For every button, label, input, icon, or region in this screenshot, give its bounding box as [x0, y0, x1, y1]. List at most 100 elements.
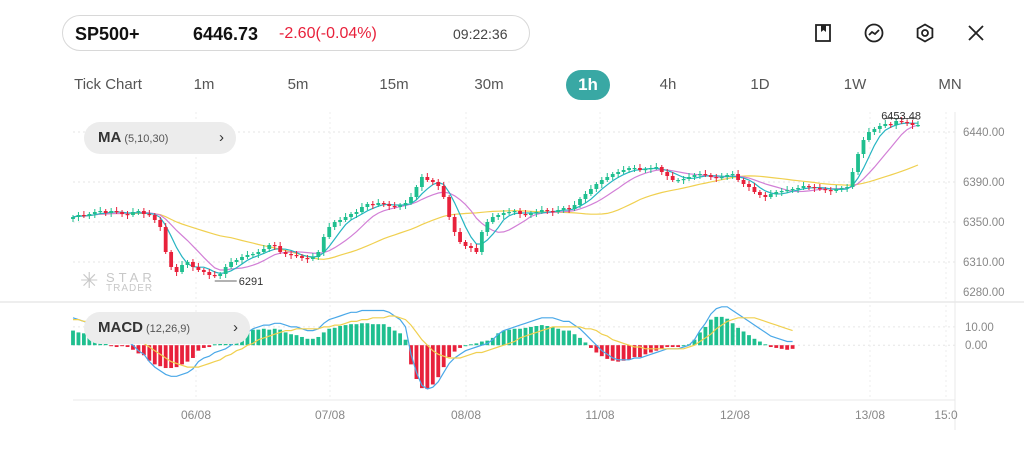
candle-body — [403, 203, 408, 205]
candle-body — [654, 167, 659, 169]
macd-histogram-bar — [147, 345, 152, 361]
macd-histogram-bar — [534, 326, 539, 346]
candle-body — [452, 217, 457, 232]
tab-mn[interactable]: MN — [938, 76, 962, 93]
candle-body — [719, 177, 724, 179]
tab-1w[interactable]: 1W — [843, 76, 867, 93]
candle-body — [916, 125, 920, 127]
macd-histogram-bar — [747, 335, 751, 346]
macd-histogram-bar — [327, 328, 332, 346]
tab-1m[interactable]: 1m — [193, 76, 215, 93]
candle-body — [458, 232, 462, 242]
macd-histogram-bar — [638, 345, 642, 358]
macd-histogram-bar — [191, 345, 195, 358]
candle-body — [289, 254, 293, 256]
macd-histogram-bar — [414, 345, 419, 379]
candle-body — [588, 189, 593, 194]
macd-histogram-bar — [125, 345, 130, 348]
candle-body — [561, 208, 566, 210]
candle-body — [343, 217, 348, 220]
candle-body — [360, 207, 364, 212]
macd-histogram-bar — [196, 345, 201, 351]
chevron-right-icon: › — [233, 319, 238, 336]
candle-body — [687, 177, 691, 179]
macd-histogram-bar — [490, 337, 495, 346]
candle-body — [163, 227, 168, 252]
tab-15m[interactable]: 15m — [379, 76, 409, 93]
macd-histogram-bar — [545, 326, 550, 346]
candle-body — [512, 211, 517, 213]
macd-histogram-bar — [736, 327, 741, 346]
candle-body — [883, 124, 888, 126]
close-icon[interactable] — [965, 22, 987, 44]
macd-histogram-bar — [670, 345, 675, 348]
settings-icon[interactable] — [914, 22, 936, 44]
candle-body — [81, 215, 86, 217]
candle-body — [605, 177, 610, 180]
tab-1d[interactable]: 1D — [750, 76, 770, 93]
macd-histogram-bar — [218, 343, 223, 346]
tab-30m[interactable]: 30m — [474, 76, 504, 93]
candle-body — [387, 204, 392, 206]
macd-histogram-bar — [474, 343, 479, 346]
macd-histogram-bar — [479, 341, 484, 346]
ma-indicator-button[interactable]: MA (5,10,30) › — [84, 122, 236, 154]
macd-histogram-bar — [501, 330, 506, 346]
candle-body — [736, 174, 741, 180]
tab-4h[interactable]: 4h — [659, 76, 677, 93]
macd-histogram-bar — [605, 345, 610, 359]
macd-histogram-bar — [578, 337, 582, 346]
candle-body — [120, 212, 124, 214]
tab-5m[interactable]: 5m — [287, 76, 309, 93]
macd-histogram-bar — [659, 345, 664, 349]
bookmark-icon[interactable] — [812, 22, 834, 44]
candle-body — [850, 172, 855, 187]
time-axis-label: 15:0 — [934, 408, 958, 422]
time-axis-label: 07/08 — [315, 408, 345, 422]
macd-histogram-bar — [283, 332, 288, 346]
trend-icon[interactable] — [863, 22, 885, 44]
macd-histogram-bar — [616, 345, 621, 362]
macd-histogram-bar — [632, 345, 637, 358]
macd-histogram-bar — [223, 343, 228, 346]
macd-histogram-bar — [594, 345, 599, 353]
candle-body — [910, 123, 915, 125]
macd-histogram-bar — [310, 338, 315, 346]
candle-body — [71, 217, 75, 219]
macd-histogram-bar — [430, 345, 435, 385]
tab-tick-chart[interactable]: Tick Chart — [74, 76, 142, 93]
candle-body — [670, 176, 675, 180]
macd-histogram-bar — [561, 330, 566, 346]
candle-body — [169, 252, 174, 267]
macd-histogram-bar — [768, 345, 773, 348]
macd-histogram-bar — [370, 324, 375, 346]
price-axis-label: 6440.00 — [963, 127, 1005, 139]
candle-body — [643, 169, 648, 171]
candle-body — [730, 174, 735, 176]
time-axis-label: 06/08 — [181, 408, 211, 422]
candle-body — [545, 210, 550, 212]
macd-indicator-button[interactable]: MACD (12,26,9) › — [84, 312, 250, 344]
price-axis-label: 6280.00 — [963, 287, 1005, 299]
macd-histogram-bar — [294, 335, 299, 346]
candle-body — [698, 174, 702, 176]
candle-body — [888, 124, 893, 126]
candle-body — [490, 217, 495, 222]
candle-body — [834, 189, 839, 191]
candle-body — [376, 203, 381, 205]
candle-body — [534, 212, 539, 214]
candle-body — [741, 180, 746, 184]
candle-body — [583, 194, 588, 199]
macd-histogram-bar — [425, 345, 430, 390]
macd-histogram-bar — [136, 345, 141, 354]
candle-body — [599, 180, 604, 184]
candle-body — [349, 214, 353, 217]
candle-body — [817, 188, 822, 190]
candle-body — [567, 208, 572, 210]
tab-1h[interactable]: 1h — [566, 70, 610, 100]
macd-histogram-bar — [698, 332, 702, 346]
candle-body — [430, 180, 435, 182]
candle-body — [392, 206, 397, 208]
macd-histogram-bar — [207, 345, 212, 348]
